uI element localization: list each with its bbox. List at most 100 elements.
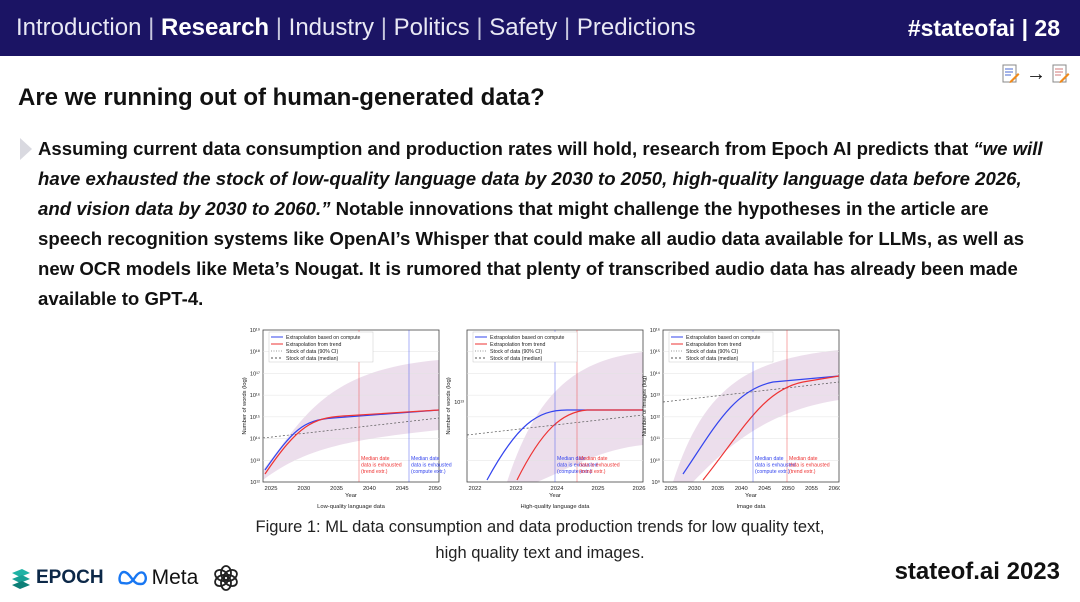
- panel-subtitle: Low-quality language data: [317, 504, 385, 510]
- legend-entry: Stock of data (90% CI): [286, 349, 338, 355]
- x-tick-label: 2040: [735, 486, 748, 492]
- nav-safety[interactable]: Safety: [489, 14, 558, 41]
- y-tick-label: 10¹³: [250, 458, 260, 464]
- legend-box: [668, 331, 774, 363]
- x-tick-label: 2024: [551, 486, 565, 492]
- nav-industry[interactable]: Industry: [288, 14, 375, 41]
- x-tick-label: 2035: [711, 486, 724, 492]
- nav-separator: |: [148, 14, 155, 41]
- brand-footer: stateof.ai 2023: [894, 558, 1060, 585]
- y-tick-label: 10¹⁶: [250, 392, 260, 399]
- meta-infinity-icon: [117, 570, 147, 586]
- paragraph-intro: Assuming current data consumption and pr…: [38, 138, 974, 159]
- y-axis-label: Number of words (log): [242, 377, 248, 434]
- legend-box: [268, 331, 374, 363]
- x-tick-label: 2040: [363, 486, 376, 492]
- chart-legend: Extrapolation based on computeExtrapolat…: [472, 331, 578, 363]
- y-tick-label: 10¹⁴: [250, 436, 261, 443]
- x-tick-label: 2025: [592, 486, 605, 492]
- x-tick-label: 2045: [758, 486, 771, 492]
- panel-subtitle: Image data: [736, 504, 766, 510]
- nav-separator: |: [275, 14, 282, 41]
- nav-separator: |: [476, 14, 483, 41]
- section-nav: Introduction | Research | Industry | Pol…: [16, 14, 696, 42]
- y-tick-label: 10¹⁵: [250, 414, 260, 421]
- trend-exhaustion-label: Median date: [361, 456, 390, 462]
- y-axis-label: Number of images (log): [642, 376, 648, 437]
- x-tick-label: 2026: [633, 486, 646, 492]
- hashtag-page-number: #stateofai | 28: [907, 14, 1060, 41]
- paragraph-quote: “we will have exhausted the stock of low…: [38, 138, 1043, 219]
- meta-logo: Meta: [117, 566, 199, 590]
- trend-exhaustion-label: data is exhausted: [361, 463, 402, 469]
- legend-entry: Stock of data (median): [286, 356, 338, 362]
- nav-research[interactable]: Research: [161, 14, 270, 41]
- figure-caption: Figure 1: ML data consumption and data p…: [240, 514, 840, 566]
- meta-wordmark: Meta: [151, 566, 199, 589]
- legend-entry: Extrapolation based on compute: [686, 335, 761, 341]
- arrow-icon: →: [1026, 63, 1046, 85]
- x-tick-label: 2022: [469, 486, 482, 492]
- x-axis-label: Year: [345, 493, 357, 499]
- x-tick-label: 2025: [265, 486, 278, 492]
- legend-entry: Stock of data (median): [490, 356, 542, 362]
- bullet-arrow-icon: [20, 138, 32, 160]
- x-tick-label: 2030: [688, 486, 701, 492]
- stock-median-line: [662, 381, 840, 403]
- legend-box: [472, 331, 578, 363]
- compute-exhaustion-label: (compute extr.): [411, 469, 446, 475]
- trend-exhaustion-label: Median date: [789, 456, 818, 462]
- edit-document-icon[interactable]: [1052, 64, 1070, 84]
- x-tick-label: 2050: [782, 486, 795, 492]
- nav-predictions[interactable]: Predictions: [576, 14, 696, 41]
- y-tick-label: 10¹³: [650, 393, 660, 399]
- trend-exhaustion-label: data is exhausted: [579, 463, 620, 469]
- x-tick-label: 2035: [330, 486, 343, 492]
- y-tick-label: 10¹⁴: [650, 370, 661, 377]
- legend-entry: Extrapolation based on compute: [286, 335, 361, 341]
- x-tick-label: 2060: [829, 486, 840, 492]
- compute-extrapolation-line: [486, 409, 643, 481]
- nav-politics[interactable]: Politics: [393, 14, 470, 41]
- x-tick-label: 2045: [396, 486, 409, 492]
- openai-logo-icon: [214, 565, 239, 591]
- y-axis-label: Number of words (log): [446, 377, 452, 434]
- y-tick-label: 10¹¹: [650, 437, 660, 443]
- legend-entry: Stock of data (90% CI): [686, 349, 738, 355]
- trend-extrapolation-line: [264, 409, 440, 475]
- compute-exhaustion-label: data is exhausted: [411, 463, 452, 469]
- compute-exhaustion-label: data is exhausted: [557, 463, 598, 469]
- y-tick-label: 10¹⁹: [250, 327, 260, 334]
- x-axis-label: Year: [745, 493, 757, 499]
- nav-introduction[interactable]: Introduction: [16, 14, 142, 41]
- x-tick-label: 2025: [665, 486, 678, 492]
- legend-entry: Extrapolation from trend: [490, 342, 545, 348]
- trend-exhaustion-label: Median date: [579, 456, 608, 462]
- plot-frame: [262, 329, 440, 483]
- compute-exhaustion-label: Median date: [755, 456, 784, 462]
- chart-legend: Extrapolation based on computeExtrapolat…: [268, 331, 374, 363]
- legend-entry: Extrapolation from trend: [686, 342, 741, 348]
- compute-exhaustion-label: (compute extr.): [557, 469, 592, 475]
- y-tick-label: 10¹⁰: [650, 457, 661, 464]
- caption-line: Figure 1: ML data consumption and data p…: [255, 518, 825, 536]
- y-tick-label: 10⁹: [652, 479, 660, 486]
- compute-exhaustion-label: data is exhausted: [755, 463, 796, 469]
- body-paragraph: Assuming current data consumption and pr…: [38, 134, 1048, 314]
- ci-band: [263, 360, 439, 480]
- y-tick-label: 10¹⁷: [250, 370, 260, 377]
- plot-frame: [662, 329, 840, 483]
- compute-exhaustion-label: Median date: [557, 456, 586, 462]
- trend-exhaustion-label: data is exhausted: [789, 463, 830, 469]
- trend-exhaustion-label: (trend extr.): [579, 469, 606, 475]
- epoch-logo: EPOCH: [10, 567, 104, 589]
- trend-extrapolation-line: [702, 375, 840, 481]
- trend-exhaustion-label: (trend extr.): [361, 469, 388, 475]
- legend-entry: Extrapolation from trend: [286, 342, 341, 348]
- legend-entry: Stock of data (90% CI): [490, 349, 542, 355]
- edit-document-icon[interactable]: [1002, 64, 1020, 84]
- y-tick-label: 10¹⁸: [250, 349, 260, 356]
